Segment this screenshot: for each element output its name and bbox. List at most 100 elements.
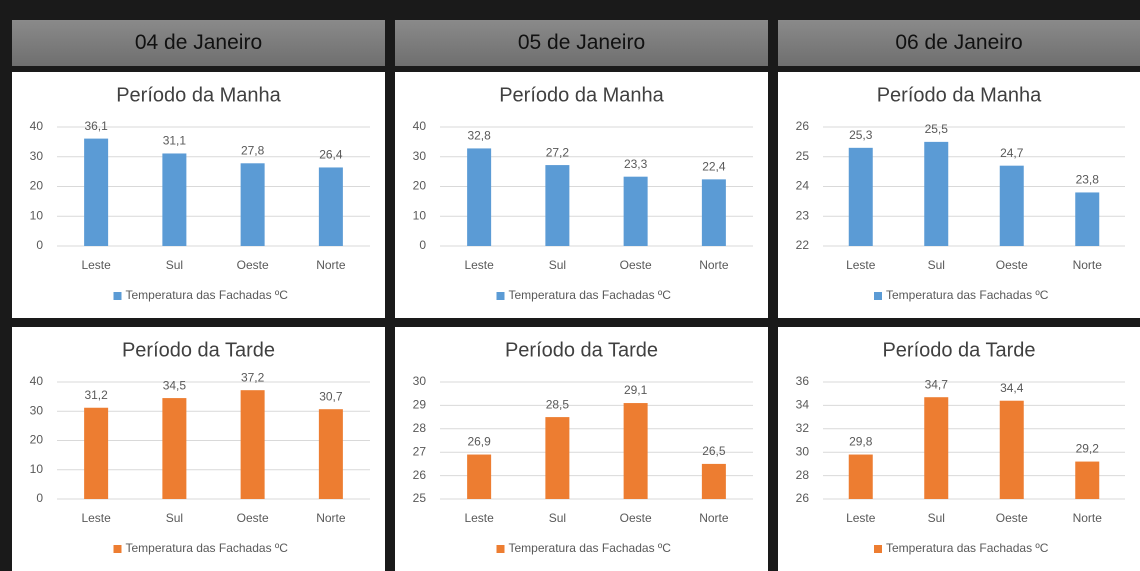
y-tick-label: 30 xyxy=(30,149,44,163)
bar xyxy=(1075,192,1100,246)
bar xyxy=(924,397,949,499)
y-tick-label: 26 xyxy=(796,119,810,133)
chart: Período da Manha 22 23 24 25 26 25,3 25,5 24,7 23… xyxy=(778,72,1140,318)
bar xyxy=(467,148,492,246)
data-label: 24,7 xyxy=(1000,146,1024,160)
chart-title: Período da Manha xyxy=(877,84,1042,106)
data-label: 26,4 xyxy=(319,148,343,162)
legend-label: Temperatura das Fachadas ºC xyxy=(126,541,289,555)
x-tick-label: Oeste xyxy=(620,511,652,525)
y-tick-label: 28 xyxy=(796,468,810,482)
chart-title: Período da Manha xyxy=(499,84,664,106)
chart: Período da Tarde 25 26 27 28 29 30 26,9 28,5 29,1… xyxy=(395,327,768,571)
legend-label: Temperatura das Fachadas ºC xyxy=(509,288,672,302)
y-tick-label: 20 xyxy=(30,179,44,193)
y-tick-label: 40 xyxy=(30,374,44,388)
bar xyxy=(1075,461,1100,499)
bar xyxy=(240,163,265,246)
y-tick-label: 30 xyxy=(796,444,810,458)
x-tick-label: Oeste xyxy=(237,258,269,272)
bar xyxy=(701,179,726,246)
y-tick-label: 10 xyxy=(413,208,427,222)
chart-title: Período da Tarde xyxy=(882,339,1035,361)
x-tick-label: Sul xyxy=(928,511,945,525)
y-tick-label: 34 xyxy=(796,398,810,412)
legend-swatch xyxy=(874,292,882,300)
x-tick-label: Norte xyxy=(1073,258,1103,272)
y-tick-label: 27 xyxy=(413,444,427,458)
data-label: 29,1 xyxy=(624,383,648,397)
chart: Período da Manha 0 10 20 30 40 32,8 27,2 23,3 22,… xyxy=(395,72,768,318)
y-tick-label: 32 xyxy=(796,421,810,435)
x-tick-label: Oeste xyxy=(996,258,1028,272)
data-label: 31,2 xyxy=(84,388,108,402)
bar xyxy=(999,400,1024,499)
y-tick-label: 24 xyxy=(796,179,810,193)
data-label: 34,7 xyxy=(925,377,949,391)
data-label: 27,8 xyxy=(241,143,265,157)
bar xyxy=(701,463,726,499)
bar xyxy=(623,403,648,499)
bar xyxy=(318,167,343,246)
y-tick-label: 40 xyxy=(30,119,44,133)
data-label: 30,7 xyxy=(319,389,343,403)
data-label: 26,5 xyxy=(702,444,726,458)
x-tick-label: Leste xyxy=(846,511,876,525)
y-tick-label: 25 xyxy=(796,149,810,163)
x-tick-label: Norte xyxy=(316,258,346,272)
bar xyxy=(84,407,109,499)
column-header: 05 de Janeiro xyxy=(395,20,768,66)
x-tick-label: Sul xyxy=(166,258,183,272)
y-tick-label: 20 xyxy=(413,179,427,193)
data-label: 27,2 xyxy=(546,145,570,159)
bar xyxy=(162,153,187,246)
y-tick-label: 26 xyxy=(796,491,810,505)
data-label: 34,5 xyxy=(163,378,187,392)
x-tick-label: Leste xyxy=(464,511,494,525)
x-tick-label: Oeste xyxy=(620,258,652,272)
y-tick-label: 29 xyxy=(413,398,427,412)
bar xyxy=(924,141,949,246)
bar xyxy=(162,398,187,499)
y-tick-label: 20 xyxy=(30,433,44,447)
data-label: 25,3 xyxy=(849,128,873,142)
legend-swatch xyxy=(113,545,122,553)
y-tick-label: 30 xyxy=(413,374,427,388)
bar xyxy=(318,409,343,499)
legend-label: Temperatura das Fachadas ºC xyxy=(886,541,1049,555)
y-tick-label: 36 xyxy=(796,374,810,388)
column-header: 06 de Janeiro xyxy=(778,20,1140,66)
y-tick-label: 30 xyxy=(413,149,427,163)
x-tick-label: Leste xyxy=(81,258,111,272)
legend-swatch xyxy=(496,545,505,553)
chart-title: Período da Manha xyxy=(116,84,281,106)
x-tick-label: Leste xyxy=(464,258,494,272)
bar xyxy=(545,417,570,499)
x-tick-label: Norte xyxy=(699,511,729,525)
bar xyxy=(240,390,265,499)
data-label: 32,8 xyxy=(467,129,491,143)
chart: Período da Tarde 0 10 20 30 40 31,2 34,5 37,2 30,… xyxy=(12,327,385,571)
bar xyxy=(848,454,873,499)
x-tick-label: Oeste xyxy=(996,511,1028,525)
x-tick-label: Norte xyxy=(316,511,346,525)
bar xyxy=(545,165,570,246)
chart-title: Período da Tarde xyxy=(122,339,275,361)
bar xyxy=(467,454,492,499)
data-label: 36,1 xyxy=(84,119,108,133)
y-tick-label: 10 xyxy=(30,208,44,222)
x-tick-label: Leste xyxy=(81,511,111,525)
column-header: 04 de Janeiro xyxy=(12,20,385,66)
x-tick-label: Norte xyxy=(699,258,729,272)
y-tick-label: 28 xyxy=(413,421,427,435)
data-label: 31,1 xyxy=(163,134,187,148)
y-tick-label: 40 xyxy=(413,119,427,133)
bar xyxy=(84,138,109,246)
y-tick-label: 0 xyxy=(419,238,426,252)
legend-label: Temperatura das Fachadas ºC xyxy=(886,288,1049,302)
x-tick-label: Sul xyxy=(928,258,945,272)
chart-title: Período da Tarde xyxy=(505,339,658,361)
chart: Período da Manha 0 10 20 30 40 36,1 31,1 27,8 26,… xyxy=(12,72,385,318)
y-tick-label: 22 xyxy=(796,238,810,252)
